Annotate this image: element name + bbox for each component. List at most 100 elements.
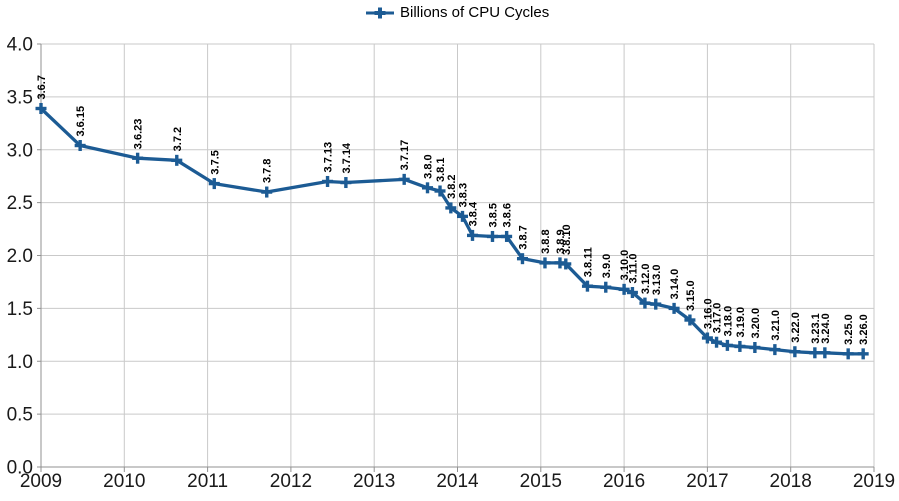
- data-point-label: 3.8.1: [435, 158, 447, 182]
- data-point-label: 3.8.2: [446, 174, 458, 198]
- data-point-marker: [261, 190, 273, 194]
- data-point-marker: [639, 301, 651, 305]
- data-point-label: 3.7.13: [323, 142, 335, 173]
- data-point-label: 3.6.23: [133, 119, 145, 150]
- data-point-label: 3.7.2: [172, 127, 184, 151]
- data-point-marker: [560, 262, 572, 266]
- data-point-label: 3.8.8: [540, 229, 552, 253]
- x-tick-label: 2009: [20, 471, 62, 492]
- data-point-marker: [74, 143, 86, 148]
- data-point-label: 3.26.0: [858, 314, 870, 345]
- x-tick-label: 2015: [520, 471, 562, 492]
- y-tick-label: 1.0: [7, 352, 33, 373]
- data-point-label: 3.17.0: [712, 303, 724, 334]
- data-point-marker: [466, 233, 478, 238]
- y-tick-label: 0.0: [7, 458, 33, 479]
- data-point-marker: [819, 351, 831, 355]
- data-point-marker: [809, 351, 821, 355]
- data-point-marker: [171, 158, 183, 163]
- data-point-marker: [132, 156, 144, 160]
- data-point-marker: [398, 177, 410, 182]
- data-point-label: 3.15.0: [685, 280, 697, 311]
- data-point-marker: [35, 106, 47, 111]
- data-point-marker: [857, 352, 869, 356]
- legend-label: Billions of CPU Cycles: [400, 4, 550, 21]
- data-point-label: 3.25.0: [843, 314, 855, 345]
- data-point-label: 3.8.11: [582, 247, 594, 277]
- data-point-marker: [600, 285, 612, 289]
- data-point-marker: [539, 261, 551, 265]
- data-point-label: 3.8.5: [487, 203, 499, 227]
- data-point-label: 3.10.0: [619, 250, 631, 281]
- data-point-marker: [842, 352, 854, 356]
- data-point-marker: [516, 256, 528, 261]
- y-tick-label: 2.0: [7, 246, 33, 267]
- data-point-marker: [322, 179, 334, 184]
- data-point-label: 3.6.7: [36, 75, 48, 99]
- y-tick-label: 3.0: [7, 140, 33, 161]
- data-point-marker: [684, 318, 696, 322]
- x-tick-label: 2010: [103, 471, 145, 492]
- data-point-marker: [701, 336, 713, 340]
- data-point-label: 3.12.0: [640, 263, 652, 294]
- data-point-label: 3.14.0: [669, 269, 681, 300]
- data-point-label: 3.8.6: [502, 203, 514, 227]
- x-tick-label: 2011: [187, 471, 228, 492]
- data-point-label: 3.8.3: [457, 183, 469, 207]
- data-point-marker: [554, 261, 566, 265]
- x-tick-label: 2014: [436, 471, 479, 492]
- data-point-marker: [445, 206, 457, 210]
- data-point-label: 3.20.0: [750, 308, 762, 339]
- x-tick-label: 2012: [270, 471, 312, 492]
- data-point-label: 3.19.0: [735, 307, 747, 338]
- data-point-label: 3.16.0: [702, 298, 714, 329]
- data-point-label: 3.8.10: [561, 224, 573, 255]
- data-point-marker: [581, 284, 593, 288]
- data-point-label: 3.24.0: [820, 313, 832, 344]
- y-tick-label: 3.5: [7, 87, 33, 108]
- y-tick-label: 0.5: [7, 405, 33, 426]
- data-point-label: 3.7.14: [341, 142, 353, 173]
- data-point-marker: [434, 189, 446, 193]
- data-point-marker: [789, 350, 801, 354]
- data-point-label: 3.22.0: [790, 312, 802, 343]
- data-point-marker: [208, 181, 220, 186]
- data-point-label: 3.9.0: [601, 254, 613, 278]
- data-point-label: 3.7.17: [399, 140, 411, 171]
- y-tick-label: 2.5: [7, 193, 33, 214]
- chart-legend: Billions of CPU Cycles: [365, 4, 549, 21]
- data-point-label: 3.21.0: [770, 310, 782, 341]
- data-point-label: 3.8.4: [467, 201, 479, 226]
- data-point-marker: [456, 214, 468, 219]
- data-point-label: 3.11.0: [627, 254, 639, 284]
- y-tick-label: 1.5: [7, 299, 33, 320]
- data-point-label: 3.8.9: [555, 229, 567, 253]
- data-point-marker: [711, 340, 723, 344]
- data-point-marker: [749, 345, 761, 350]
- data-point-label: 3.8.0: [423, 154, 435, 178]
- data-point-marker: [626, 290, 638, 295]
- data-point-label: 3.6.15: [75, 106, 87, 137]
- data-point-marker: [501, 234, 513, 239]
- legend-line-marker-icon: [366, 7, 394, 18]
- data-point-label: 3.7.5: [209, 150, 221, 174]
- data-point-marker: [650, 302, 662, 306]
- data-point-label: 3.8.7: [517, 225, 529, 249]
- data-point-marker: [668, 306, 680, 311]
- data-point-marker: [769, 347, 781, 352]
- data-point-label: 3.23.1: [810, 313, 822, 344]
- data-point-marker: [486, 234, 498, 239]
- data-point-label: 3.18.0: [722, 306, 734, 337]
- data-point-marker: [734, 344, 746, 349]
- data-point-marker: [618, 287, 630, 292]
- x-tick-label: 2016: [603, 471, 645, 492]
- data-point-label: 3.13.0: [651, 265, 663, 296]
- data-point-label: 3.7.8: [262, 159, 274, 183]
- data-point-marker: [340, 180, 352, 185]
- x-tick-label: 2017: [686, 471, 728, 492]
- x-tick-label: 2019: [853, 471, 895, 492]
- data-point-marker: [721, 343, 733, 348]
- data-point-marker: [422, 186, 434, 190]
